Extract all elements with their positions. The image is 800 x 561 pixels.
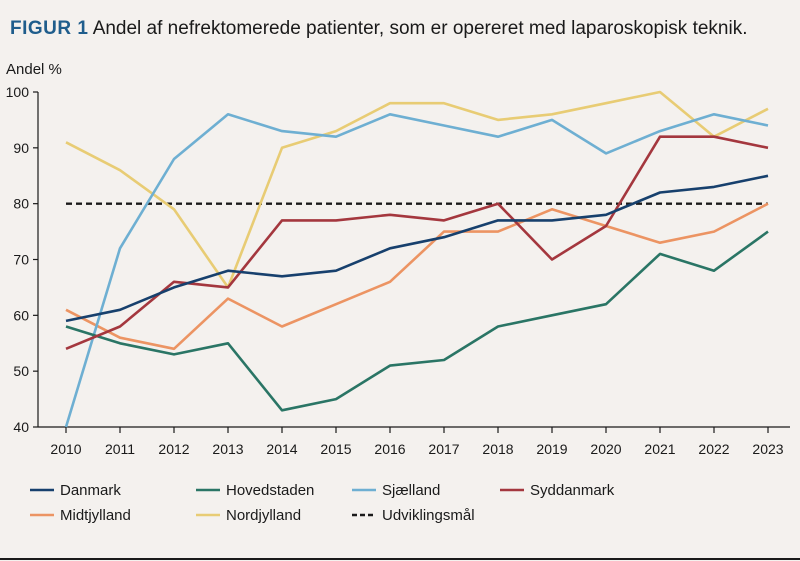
x-tick-label: 2021 bbox=[644, 441, 675, 457]
x-tick-label: 2018 bbox=[482, 441, 513, 457]
y-tick-label: 80 bbox=[13, 196, 29, 212]
y-tick-label: 90 bbox=[13, 140, 29, 156]
y-tick-label: 70 bbox=[13, 252, 29, 268]
legend-label: Hovedstaden bbox=[226, 482, 314, 499]
y-tick-label: 50 bbox=[13, 363, 29, 379]
x-tick-label: 2015 bbox=[320, 441, 351, 457]
y-ticks: 40 50 60 70 80 90 100 bbox=[6, 84, 38, 435]
x-tick-label: 2023 bbox=[752, 441, 783, 457]
y-axis-label: Andel % bbox=[6, 61, 62, 78]
legend-label: Midtjylland bbox=[60, 507, 131, 524]
series-line-syddanmark bbox=[65, 135, 769, 351]
legend-label: Syddanmark bbox=[530, 482, 615, 499]
x-tick-label: 2016 bbox=[374, 441, 405, 457]
figure-label: FIGUR 1 bbox=[10, 18, 89, 39]
x-tick-label: 2019 bbox=[536, 441, 567, 457]
series-line-sj-lland bbox=[64, 113, 769, 428]
series-line-midtjylland bbox=[65, 202, 769, 351]
figure-title: FIGUR 1 Andel af nefrektomerede patiente… bbox=[10, 18, 747, 40]
legend-label: Danmark bbox=[60, 482, 121, 499]
legend-label: Nordjylland bbox=[226, 507, 301, 524]
x-tick-label: 2010 bbox=[50, 441, 81, 457]
figure-caption: Andel af nefrektomerede patienter, som e… bbox=[92, 18, 748, 39]
x-tick-label: 2013 bbox=[212, 441, 243, 457]
legend-label: Sjælland bbox=[382, 482, 440, 499]
y-tick-label: 100 bbox=[6, 84, 30, 100]
series-line-hovedstaden bbox=[65, 230, 769, 412]
x-tick-label: 2014 bbox=[266, 441, 297, 457]
x-tick-label: 2011 bbox=[105, 441, 135, 457]
series-line-danmark bbox=[65, 174, 769, 323]
x-tick-label: 2017 bbox=[428, 441, 459, 457]
legend-label: Udviklingsmål bbox=[382, 507, 475, 524]
series-lines bbox=[64, 90, 769, 428]
y-tick-label: 40 bbox=[13, 419, 29, 435]
x-tick-label: 2020 bbox=[590, 441, 621, 457]
bottom-rule bbox=[0, 558, 800, 560]
legend: Danmark Hovedstaden Sjælland Syddanmark Midt… bbox=[30, 482, 615, 524]
x-tick-label: 2022 bbox=[698, 441, 729, 457]
series-line-nordjylland bbox=[65, 90, 769, 289]
x-tick-label: 2012 bbox=[158, 441, 189, 457]
x-ticks: 2010 2011 2012 2013 2014 2015 2016 2017 2018 2019… bbox=[50, 427, 784, 457]
y-tick-label: 60 bbox=[13, 307, 29, 323]
